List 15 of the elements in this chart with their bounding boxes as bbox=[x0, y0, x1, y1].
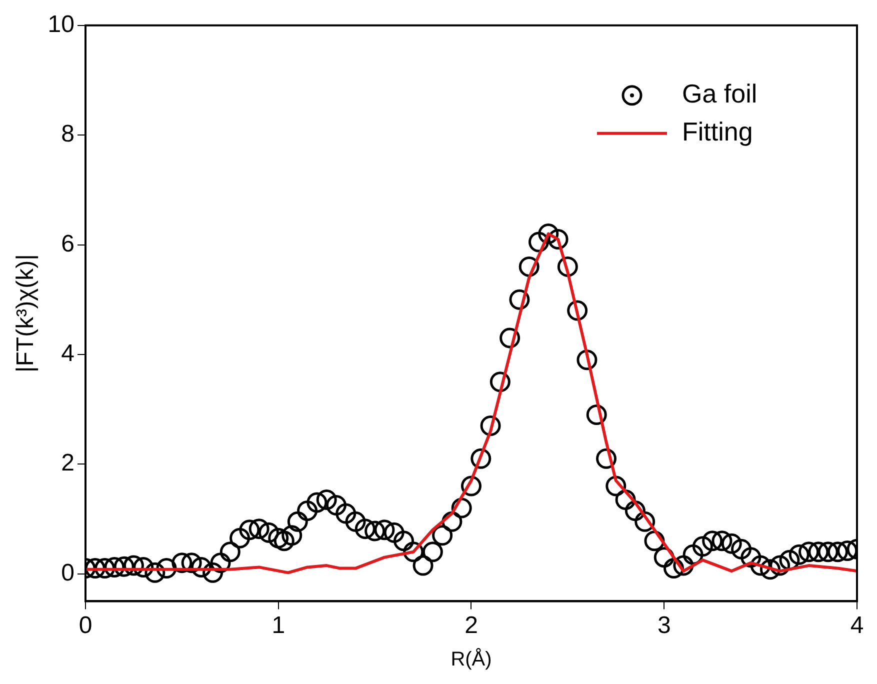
y-tick-label: 10 bbox=[48, 11, 74, 38]
y-tick-label: 2 bbox=[61, 450, 74, 477]
x-axis-title: R(Å) bbox=[450, 648, 492, 671]
x-tick-label: 2 bbox=[464, 612, 478, 640]
x-tick-label: 1 bbox=[272, 612, 286, 640]
y-tick-label: 6 bbox=[61, 230, 74, 258]
y-tick-label: 0 bbox=[61, 559, 74, 586]
legend-label: Ga foil bbox=[682, 78, 758, 109]
x-tick-label: 3 bbox=[657, 612, 671, 640]
legend-label: Fitting bbox=[682, 116, 753, 147]
y-tick-label: 4 bbox=[61, 340, 74, 368]
x-tick-label: 0 bbox=[78, 612, 92, 640]
y-axis-title: |FT(k³)χ(k)| bbox=[12, 254, 40, 372]
y-tick-label: 8 bbox=[61, 120, 74, 148]
x-tick-label: 4 bbox=[850, 612, 864, 640]
